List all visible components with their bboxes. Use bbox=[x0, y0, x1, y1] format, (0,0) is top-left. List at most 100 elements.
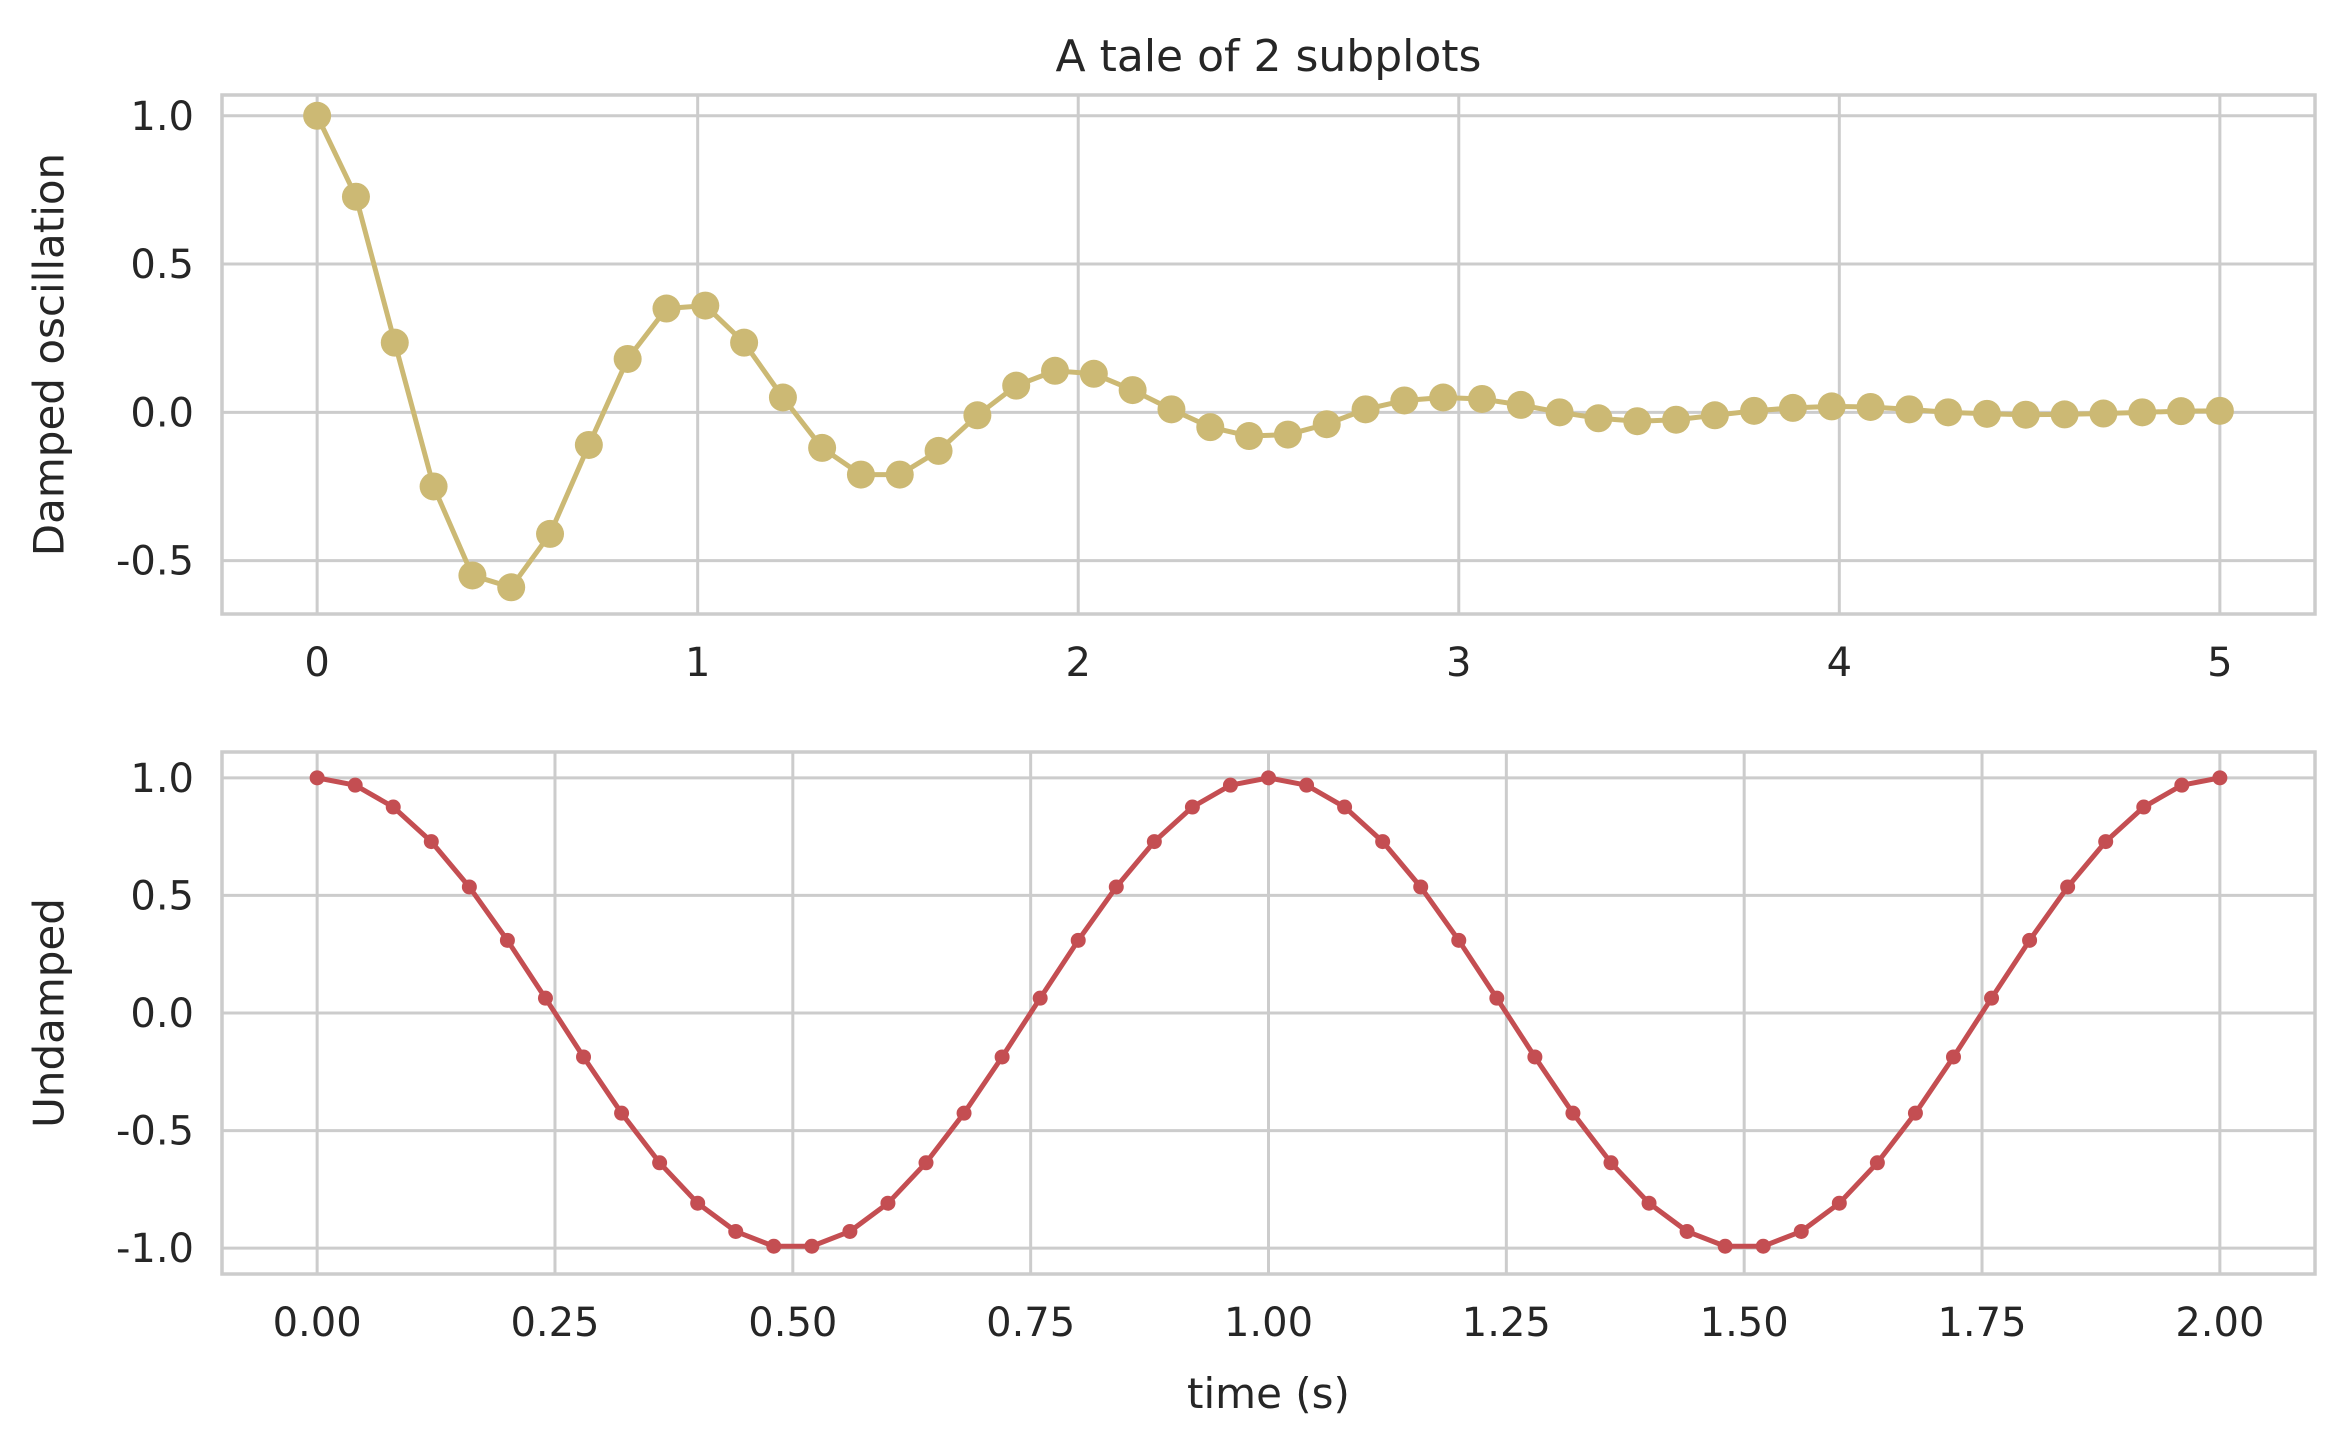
damped-data-point bbox=[574, 430, 603, 459]
undamped-data-point bbox=[1184, 799, 1200, 815]
undamped-data-point bbox=[385, 799, 401, 815]
undamped-data-point bbox=[804, 1238, 820, 1254]
damped-data-point bbox=[303, 101, 332, 130]
undamped-data-point bbox=[1451, 932, 1467, 948]
damped-data-point bbox=[1002, 371, 1031, 400]
undamped-data-point bbox=[1527, 1049, 1543, 1065]
damped-data-point bbox=[768, 383, 797, 412]
undamped-y-tick-label: -1.0 bbox=[116, 1226, 194, 1272]
undamped-data-point bbox=[880, 1195, 896, 1211]
undamped-data-point bbox=[766, 1238, 782, 1254]
undamped-data-point bbox=[1717, 1238, 1733, 1254]
damped-axes-frame bbox=[220, 93, 2317, 616]
undamped-x-axis-label: time (s) bbox=[1187, 1369, 1350, 1418]
damped-data-point bbox=[808, 433, 837, 462]
damped-y-tick-label: 0.5 bbox=[130, 242, 194, 288]
damped-data-point bbox=[419, 472, 448, 501]
undamped-data-point bbox=[2136, 799, 2152, 815]
undamped-tick-labels: 0.00 0.25 0.50 0.75 1.00 1.25 1.50 1.75 2.00 1.0 0… bbox=[116, 756, 2264, 1346]
damped-data-point bbox=[536, 519, 565, 548]
damped-data-point bbox=[1972, 399, 2001, 428]
undamped-data-point bbox=[1641, 1195, 1657, 1211]
damped-y-tick-label: -0.5 bbox=[116, 539, 194, 585]
damped-tick-labels: 0 1 2 3 4 5 1.0 0.5 0.0 -0.5 bbox=[116, 94, 2233, 686]
damped-data-point bbox=[924, 436, 953, 465]
damped-data-point bbox=[652, 294, 681, 323]
damped-data-point bbox=[1817, 392, 1846, 421]
undamped-data-point bbox=[2174, 777, 2190, 793]
undamped-data-point bbox=[1337, 799, 1353, 815]
damped-data-point bbox=[2050, 400, 2079, 429]
undamped-data-point bbox=[690, 1195, 706, 1211]
damped-data-point bbox=[1390, 386, 1419, 415]
undamped-subplot: 0.00 0.25 0.50 0.75 1.00 1.25 1.50 1.75 2.00 1.0 0… bbox=[25, 750, 2317, 1418]
undamped-data-point bbox=[309, 770, 325, 786]
undamped-data-point bbox=[918, 1155, 934, 1171]
damped-data-point bbox=[1778, 393, 1807, 422]
undamped-data-point bbox=[423, 834, 439, 850]
damped-x-tick-label: 2 bbox=[1066, 640, 1091, 686]
undamped-data-point bbox=[614, 1105, 630, 1121]
undamped-x-tick-label: 1.25 bbox=[1462, 1300, 1551, 1346]
undamped-data-point bbox=[2212, 770, 2228, 786]
damped-data-point bbox=[1157, 395, 1186, 424]
undamped-grid bbox=[222, 752, 2315, 1274]
damped-data-point bbox=[2128, 398, 2157, 427]
damped-data-point bbox=[1118, 376, 1147, 405]
undamped-x-tick-label: 1.50 bbox=[1700, 1300, 1789, 1346]
damped-data-point bbox=[1312, 410, 1341, 439]
damped-data-point bbox=[458, 561, 487, 590]
undamped-data-point bbox=[1869, 1155, 1885, 1171]
undamped-data-point bbox=[1299, 777, 1315, 793]
damped-x-tick-label: 4 bbox=[1827, 640, 1852, 686]
undamped-data-point bbox=[956, 1105, 972, 1121]
undamped-data-point bbox=[1413, 879, 1429, 895]
damped-x-tick-label: 5 bbox=[2207, 640, 2232, 686]
undamped-data-point bbox=[537, 990, 553, 1006]
undamped-y-tick-label: 0.0 bbox=[130, 991, 194, 1037]
damped-data-point bbox=[1351, 395, 1380, 424]
undamped-data-point bbox=[842, 1223, 858, 1239]
damped-oscillation-subplot: 0 1 2 3 4 5 1.0 0.5 0.0 -0.5 A tale of 2 subplots… bbox=[25, 31, 2317, 686]
damped-data-point bbox=[1662, 405, 1691, 434]
undamped-data-point bbox=[1565, 1105, 1581, 1121]
damped-data-point bbox=[1934, 398, 1963, 427]
damped-data-point bbox=[1740, 396, 1769, 425]
undamped-data-point bbox=[1945, 1049, 1961, 1065]
damped-data-point bbox=[1273, 420, 1302, 449]
damped-data-point bbox=[1623, 407, 1652, 436]
damped-data-point bbox=[1235, 422, 1264, 451]
undamped-data-point bbox=[1146, 834, 1162, 850]
undamped-series-group bbox=[309, 770, 2228, 1254]
undamped-data-point bbox=[1070, 932, 1086, 948]
damped-data-point bbox=[341, 182, 370, 211]
undamped-data-point bbox=[1831, 1195, 1847, 1211]
undamped-y-axis-label: Undamped bbox=[25, 898, 74, 1128]
damped-data-point bbox=[1584, 404, 1613, 433]
damped-x-tick-label: 3 bbox=[1446, 640, 1471, 686]
damped-data-point bbox=[2011, 400, 2040, 429]
undamped-x-tick-label: 0.25 bbox=[510, 1300, 599, 1346]
undamped-data-point bbox=[652, 1155, 668, 1171]
damped-series-group bbox=[303, 101, 2234, 602]
undamped-data-point bbox=[1793, 1223, 1809, 1239]
damped-data-point bbox=[1545, 398, 1574, 427]
damped-data-point bbox=[963, 401, 992, 430]
undamped-x-tick-label: 0.75 bbox=[986, 1300, 1075, 1346]
undamped-y-tick-label: 1.0 bbox=[130, 756, 194, 802]
damped-y-axis-label: Damped oscillation bbox=[25, 153, 74, 556]
damped-y-tick-label: 0.0 bbox=[130, 390, 194, 436]
undamped-data-point bbox=[499, 932, 515, 948]
undamped-data-point bbox=[1375, 834, 1391, 850]
damped-x-tick-label: 0 bbox=[304, 640, 329, 686]
damped-data-point bbox=[691, 291, 720, 320]
damped-data-point bbox=[1467, 384, 1496, 413]
damped-data-point bbox=[1429, 383, 1458, 412]
damped-data-point bbox=[885, 460, 914, 489]
undamped-x-tick-label: 1.75 bbox=[1937, 1300, 2026, 1346]
undamped-data-point bbox=[1603, 1155, 1619, 1171]
damped-data-point bbox=[1041, 356, 1070, 385]
undamped-axes-frame bbox=[220, 750, 2317, 1276]
undamped-data-point bbox=[728, 1223, 744, 1239]
